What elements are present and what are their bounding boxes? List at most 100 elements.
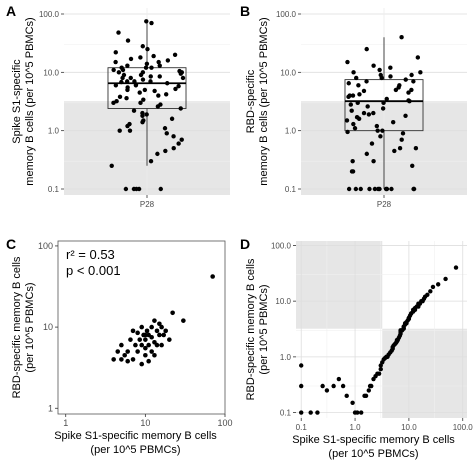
data-point: [389, 186, 394, 192]
data-point: [124, 96, 129, 101]
data-point: [138, 72, 144, 78]
data-point: [399, 137, 404, 142]
data-point: [163, 328, 168, 334]
data-point: [299, 363, 304, 368]
data-point: [380, 128, 385, 133]
data-point: [155, 104, 161, 109]
data-point: [361, 88, 367, 94]
data-point: [453, 265, 459, 270]
data-point: [407, 98, 412, 104]
data-point: [115, 349, 121, 354]
data-point: [144, 19, 149, 24]
data-point: [116, 30, 121, 35]
data-point: [165, 58, 171, 63]
data-point: [128, 75, 133, 81]
data-point: [346, 94, 351, 100]
data-point: [315, 410, 320, 415]
data-point: [388, 65, 393, 70]
data-point: [409, 72, 414, 78]
data-point: [378, 363, 383, 368]
data-point: [158, 186, 163, 192]
y-axis-title-line-1: RBD-specific memory B cells: [245, 258, 257, 400]
data-point: [358, 410, 364, 415]
data-point: [351, 70, 356, 75]
data-point: [349, 108, 354, 113]
data-point: [146, 332, 151, 338]
data-point: [113, 83, 119, 88]
data-point: [142, 87, 148, 93]
data-point: [369, 141, 375, 146]
y-tick-label: 1: [48, 403, 53, 413]
data-point: [157, 332, 162, 338]
data-point: [176, 141, 181, 146]
data-point: [143, 332, 148, 338]
data-point: [180, 75, 186, 81]
data-point: [131, 108, 137, 113]
data-point: [157, 321, 162, 327]
data-point: [116, 70, 122, 75]
data-point: [111, 67, 116, 73]
x-tick-label: P28: [140, 200, 155, 209]
data-point: [152, 318, 157, 323]
data-point: [350, 158, 355, 164]
y-tick-label: 1.0: [280, 353, 292, 362]
data-point: [367, 383, 373, 389]
data-point: [210, 274, 215, 279]
y-axis-title-group: Spike S1-specific memory B cells (per 10^…: [11, 17, 36, 185]
data-point: [413, 146, 419, 151]
data-point: [346, 186, 352, 192]
data-point: [111, 100, 116, 106]
x-axis-title-line-1: Spike S1-specific memory B cells: [54, 430, 217, 442]
y-tick-label: 10.0: [275, 297, 291, 306]
x-axis-title-line-1: Spike S1-specific memory B cells: [292, 434, 455, 446]
x-tick-label: P28: [377, 200, 392, 209]
x-tick-label: 0.1: [296, 423, 308, 432]
y-axis-title-line-2: (per 10^5 PBMCs): [24, 282, 36, 372]
data-point: [156, 59, 161, 65]
data-point: [149, 20, 154, 26]
data-point: [358, 186, 363, 192]
data-point: [336, 376, 342, 382]
data-point: [378, 367, 383, 372]
data-point: [399, 35, 404, 40]
data-point: [366, 112, 372, 117]
data-point: [178, 106, 183, 111]
data-point: [415, 55, 421, 60]
data-point: [176, 83, 181, 89]
data-point: [362, 393, 367, 399]
data-point: [146, 342, 151, 348]
data-point: [393, 87, 399, 93]
data-point: [159, 324, 164, 330]
data-point: [344, 393, 349, 399]
x-tick-label: 10.0: [401, 423, 417, 432]
data-point: [133, 83, 139, 88]
data-point: [141, 97, 146, 102]
data-point: [119, 79, 124, 85]
data-point: [163, 148, 168, 154]
y-tick-label: 100: [38, 241, 53, 251]
panel-letter-a: A: [6, 3, 16, 19]
data-point: [139, 324, 145, 330]
data-point: [119, 342, 124, 348]
data-point: [392, 148, 397, 154]
data-point: [148, 74, 153, 79]
data-point: [127, 128, 133, 133]
panel-d-shaded-top-left: [296, 241, 383, 329]
data-point: [356, 83, 361, 88]
data-point: [137, 90, 142, 95]
data-point: [375, 186, 381, 192]
y-tick-label: 1.0: [48, 127, 60, 136]
y-tick-label: 0.1: [285, 185, 297, 194]
panel-letter-b: B: [240, 3, 250, 19]
x-tick-label: 100.0: [453, 423, 474, 432]
data-point: [117, 128, 122, 133]
data-point: [161, 332, 167, 338]
data-point: [152, 88, 157, 94]
data-point: [377, 67, 382, 73]
data-point: [365, 104, 370, 109]
data-point: [143, 337, 148, 342]
data-point: [144, 112, 149, 117]
data-point: [120, 67, 126, 73]
data-point: [111, 357, 116, 362]
panel-a: A Spike S1-specific memory B cells (per 1…: [6, 3, 230, 209]
